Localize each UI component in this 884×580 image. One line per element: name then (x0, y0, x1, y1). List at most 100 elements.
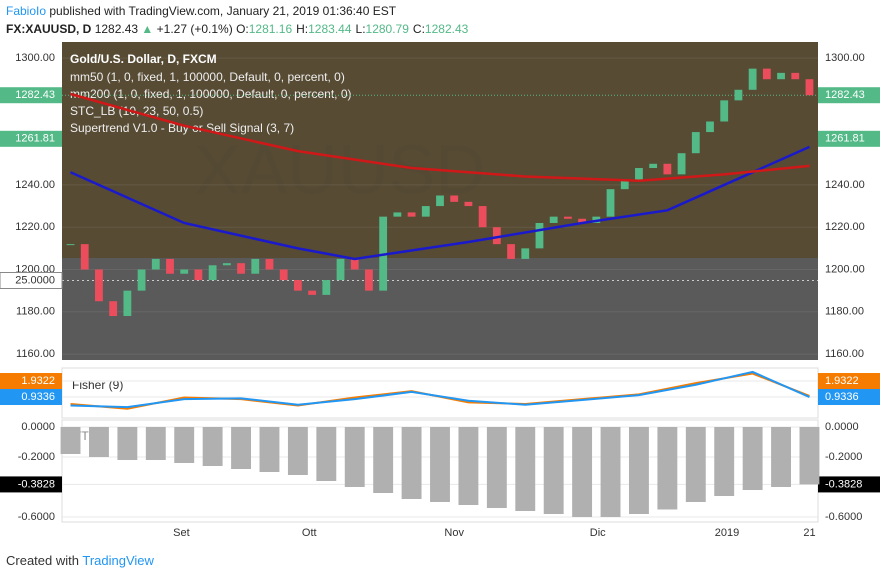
y-tick-label: 1220.00 (825, 221, 865, 233)
candle (606, 189, 615, 217)
published: published with TradingView.com, January … (49, 4, 396, 18)
histogram-bar (543, 427, 564, 515)
price-tag (818, 476, 880, 493)
candle (677, 153, 686, 175)
chart-title: Gold/U.S. Dollar, D, FXCM (70, 52, 217, 66)
y-tick-label: -0.3828 (18, 478, 55, 490)
histogram-bar (430, 427, 450, 503)
legend-entry: Supertrend V1.0 - Buy or Sell Signal (3,… (70, 121, 294, 135)
y-tick-label: -0.2000 (18, 451, 55, 463)
histogram-bar (231, 427, 251, 470)
header-line: FabioIo published with TradingView.com, … (6, 4, 397, 18)
histogram-bar (515, 427, 536, 512)
candle (507, 244, 515, 259)
histogram-bar (714, 427, 735, 497)
x-tick-label: 2019 (715, 527, 739, 539)
candle (222, 263, 231, 266)
x-tick-label: Dic (590, 527, 606, 539)
candle (166, 258, 174, 274)
candle (66, 244, 75, 246)
histogram-bar (259, 427, 280, 473)
y-tick-label: 1.9322 (21, 375, 55, 387)
candle (635, 168, 643, 181)
candle (293, 280, 302, 291)
histogram-bar (145, 427, 166, 461)
y-tick-label: 0.0000 (21, 421, 55, 433)
candle (464, 201, 473, 207)
candle (251, 258, 260, 274)
candle (762, 68, 771, 80)
candle (137, 269, 146, 291)
histogram-bar (799, 427, 820, 485)
histogram-bar (401, 427, 422, 500)
candle (365, 269, 373, 291)
ohlc-value: 1282.43 (425, 22, 469, 36)
candle (308, 290, 317, 295)
ohlc-key: L: (356, 22, 366, 36)
footer: Created with TradingView (6, 553, 155, 568)
y-tick-label: -0.3828 (825, 478, 862, 490)
histogram-bar (458, 427, 479, 506)
y-tick-label: 1220.00 (15, 221, 55, 233)
y-tick-label: 0.9336 (825, 391, 859, 403)
candle (265, 258, 274, 270)
candle (620, 180, 629, 190)
y-tick-label: 1.9322 (825, 375, 859, 387)
candle (95, 269, 103, 302)
candle (421, 206, 430, 217)
histogram-bar (60, 427, 81, 455)
y-tick-label: 1300.00 (15, 52, 55, 64)
price-tag (818, 373, 880, 390)
footer-brand: TradingView (82, 553, 154, 568)
y-tick-label: 0.9336 (21, 391, 55, 403)
y-tick-label: 1160.00 (16, 348, 55, 360)
price-tag (0, 389, 62, 406)
price-tag (818, 130, 880, 147)
ohlc-key: H: (296, 22, 308, 36)
author: FabioIo (6, 4, 46, 18)
symbol-line: FX:XAUUSD, D 1282.43 ▲ +1.27 (+0.1%) O:1… (6, 22, 469, 36)
candle (563, 216, 572, 219)
candle (549, 216, 558, 223)
histogram-bar (117, 427, 138, 461)
candle (691, 132, 700, 154)
y-tick-label: -0.6000 (18, 511, 55, 523)
candle (208, 265, 217, 281)
candle (123, 290, 132, 317)
price-tag (818, 87, 880, 104)
candle (350, 258, 359, 270)
histogram-bar (486, 427, 507, 509)
ohlc: O:1281.16 H:1283.44 L:1280.79 C:1282.43 (236, 22, 469, 36)
histogram-bar (287, 427, 308, 476)
stc-tag (0, 272, 63, 289)
x-tick-label: Set (173, 527, 190, 539)
candle (521, 248, 530, 259)
candle (194, 269, 203, 281)
histogram-bar (685, 427, 706, 503)
y-tick-label: 1261.81 (825, 133, 865, 145)
price-tag (0, 87, 62, 104)
y-tick-label: 1240.00 (15, 179, 55, 191)
y-tick-label: 1160.00 (825, 348, 864, 360)
histogram-bar (344, 427, 365, 488)
candle (450, 195, 459, 202)
y-tick-label: 1180.00 (16, 306, 55, 318)
candle (279, 269, 288, 281)
histogram-bar (373, 427, 394, 494)
y-tick-label: 1300.00 (825, 52, 865, 64)
last-price: 1282.43 (95, 22, 139, 36)
footer-text: Created with (6, 553, 79, 568)
histogram-bar (771, 427, 791, 488)
symbol: FX:XAUUSD, D (6, 22, 92, 36)
x-tick-label: 21 (803, 527, 815, 539)
y-tick-label: -0.2000 (825, 451, 862, 463)
candle (336, 258, 345, 281)
pane-title: Fisher (9) (72, 378, 123, 392)
price-tag (0, 130, 62, 147)
candle (805, 79, 814, 96)
y-tick-label: 1200.00 (825, 263, 865, 275)
price-tag (0, 476, 62, 493)
histogram-bar (629, 427, 649, 515)
lower-area (62, 258, 818, 360)
